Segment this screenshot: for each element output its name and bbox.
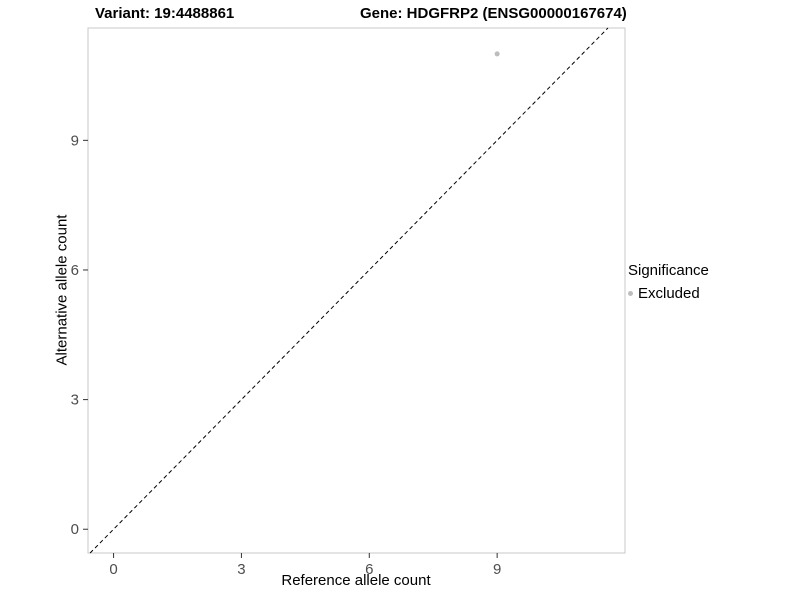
x-tick-label: 3 <box>237 561 245 578</box>
y-tick-label: 9 <box>71 132 79 149</box>
legend: Significance Excluded <box>628 262 709 302</box>
plot-panel <box>87 27 626 554</box>
variant-title: Variant: 19:4488861 <box>95 5 235 22</box>
identity-line <box>89 27 609 554</box>
y-axis-label: Alternative allele count <box>53 214 71 366</box>
y-tick-label: 3 <box>71 392 79 409</box>
x-tick-label: 6 <box>365 561 373 578</box>
x-axis-label: Reference allele count <box>281 572 431 589</box>
legend-item-label: Excluded <box>638 285 700 302</box>
y-tick-label: 0 <box>71 521 79 538</box>
gene-title: Gene: HDGFRP2 (ENSG00000167674) <box>360 5 627 22</box>
y-tick-label: 6 <box>71 262 79 279</box>
data-point <box>494 51 500 57</box>
dot-icon <box>628 291 633 296</box>
legend-item-excluded: Excluded <box>628 285 709 302</box>
legend-title: Significance <box>628 262 709 279</box>
x-tick-label: 9 <box>493 561 501 578</box>
x-tick-label: 0 <box>109 561 117 578</box>
